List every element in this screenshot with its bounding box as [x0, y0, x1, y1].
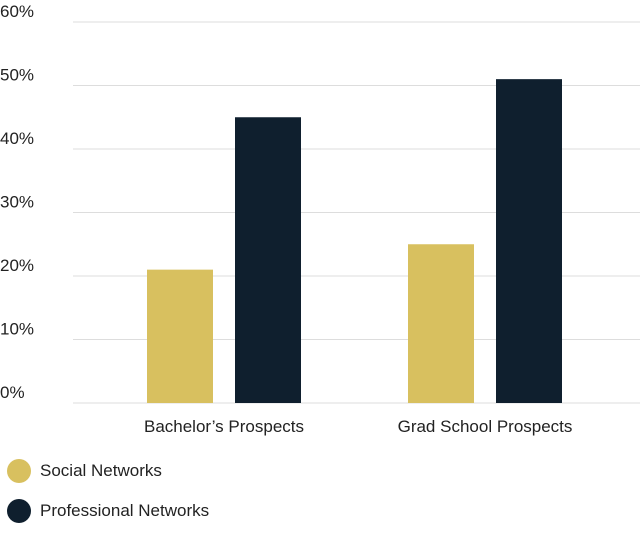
- legend-swatch-social-networks: [7, 459, 31, 483]
- bar-social-networks-1: [408, 244, 474, 403]
- y-axis-ticks: 0% 10% 20% 30% 40% 50% 60%: [0, 2, 34, 402]
- y-tick-label: 20%: [0, 256, 34, 275]
- legend: Social Networks Professional Networks: [7, 458, 209, 538]
- legend-label-social-networks: Social Networks: [40, 461, 162, 480]
- y-tick-label: 50%: [0, 66, 34, 85]
- x-category-label: Grad School Prospects: [398, 417, 573, 436]
- bar-social-networks-0: [147, 269, 213, 403]
- legend-item-professional-networks: Professional Networks: [7, 498, 209, 524]
- bar-chart: 0% 10% 20% 30% 40% 50% 60% Bachelor’s Prospect…: [0, 2, 640, 436]
- x-category-label: Bachelor’s Prospects: [144, 417, 304, 436]
- legend-item-social-networks: Social Networks: [7, 458, 209, 484]
- legend-swatch-professional-networks: [7, 499, 31, 523]
- y-tick-label: 40%: [0, 129, 34, 148]
- y-tick-label: 60%: [0, 2, 34, 21]
- y-tick-label: 0%: [0, 383, 25, 402]
- legend-label-professional-networks: Professional Networks: [40, 501, 210, 520]
- bar-professional-networks-0: [235, 117, 301, 403]
- bar-professional-networks-1: [496, 79, 562, 404]
- bars: [147, 79, 562, 404]
- x-axis-categories: Bachelor’s Prospects Grad School Prospect…: [144, 417, 572, 436]
- y-tick-label: 10%: [0, 320, 34, 339]
- y-tick-label: 30%: [0, 193, 34, 212]
